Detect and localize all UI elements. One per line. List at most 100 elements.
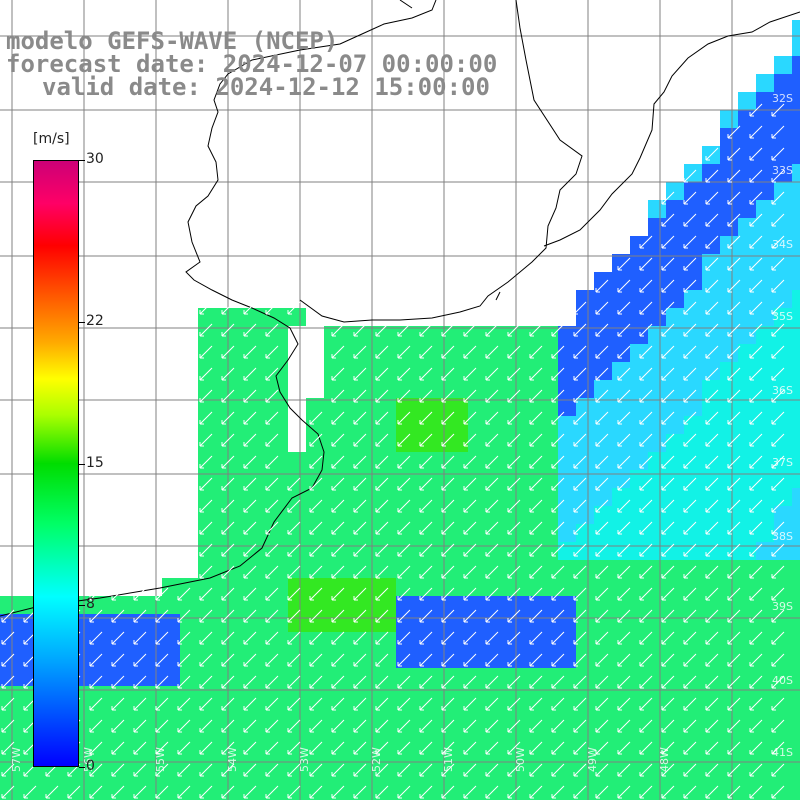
wind-arrow bbox=[89, 609, 103, 623]
wind-speed-cell bbox=[774, 182, 792, 200]
wind-arrow bbox=[771, 433, 785, 447]
wind-arrow bbox=[661, 301, 675, 315]
wind-speed-cell bbox=[360, 326, 378, 344]
wind-speed-cell bbox=[720, 704, 738, 722]
wind-speed-cell bbox=[504, 326, 522, 344]
wind-speed-cell bbox=[18, 650, 36, 668]
wind-speed-cell bbox=[558, 524, 576, 542]
wind-arrow bbox=[749, 103, 763, 117]
wind-arrow bbox=[573, 741, 587, 755]
wind-arrow bbox=[287, 565, 301, 579]
wind-speed-cell bbox=[792, 758, 800, 776]
wind-speed-cell bbox=[360, 704, 378, 722]
wind-arrow bbox=[727, 301, 741, 315]
wind-arrow bbox=[441, 697, 455, 711]
wind-speed-cell bbox=[342, 632, 360, 650]
wind-arrow bbox=[661, 433, 675, 447]
wind-arrow bbox=[485, 499, 499, 513]
wind-speed-cell bbox=[612, 668, 630, 686]
wind-speed-cell bbox=[630, 632, 648, 650]
wind-speed-cell bbox=[720, 362, 738, 380]
wind-speed-cell bbox=[234, 650, 252, 668]
wind-speed-cell bbox=[432, 506, 450, 524]
wind-speed-cell bbox=[702, 632, 720, 650]
wind-arrow bbox=[397, 411, 411, 425]
wind-speed-cell bbox=[486, 704, 504, 722]
colorbar-tick-mark bbox=[79, 463, 85, 465]
wind-arrow bbox=[639, 323, 653, 337]
wind-arrow bbox=[529, 323, 543, 337]
wind-arrow bbox=[133, 631, 147, 645]
wind-speed-cell bbox=[288, 452, 306, 470]
wind-speed-cell bbox=[198, 686, 216, 704]
wind-arrow bbox=[507, 741, 521, 755]
wind-speed-cell bbox=[162, 596, 180, 614]
wind-speed-cell bbox=[252, 416, 270, 434]
wind-speed-cell bbox=[432, 596, 450, 614]
wind-speed-cell bbox=[522, 560, 540, 578]
wind-speed-cell bbox=[702, 164, 720, 182]
colorbar-tick-mark bbox=[79, 767, 85, 768]
wind-speed-cell bbox=[522, 344, 540, 362]
wind-arrow bbox=[639, 235, 653, 249]
wind-speed-cell bbox=[0, 614, 18, 632]
wind-speed-cell bbox=[468, 398, 486, 416]
wind-speed-cell bbox=[612, 776, 630, 794]
wind-speed-cell bbox=[702, 560, 720, 578]
wind-arrow bbox=[287, 763, 301, 777]
wind-arrow bbox=[683, 323, 697, 337]
wind-speed-cell bbox=[666, 740, 684, 758]
wind-arrow bbox=[507, 433, 521, 447]
wind-arrow bbox=[639, 631, 653, 645]
wind-speed-cell bbox=[594, 434, 612, 452]
wind-speed-cell bbox=[666, 704, 684, 722]
wind-speed-cell bbox=[720, 182, 738, 200]
wind-speed-cell bbox=[252, 668, 270, 686]
wind-arrow bbox=[419, 411, 433, 425]
wind-arrow bbox=[595, 301, 609, 315]
wind-speed-cell bbox=[270, 668, 288, 686]
wind-speed-cell bbox=[504, 362, 522, 380]
wind-arrow bbox=[705, 367, 719, 381]
wind-arrow bbox=[177, 719, 191, 733]
wind-arrow bbox=[419, 763, 433, 777]
wind-arrow bbox=[485, 389, 499, 403]
wind-speed-cell bbox=[198, 776, 216, 794]
wind-arrow bbox=[749, 631, 763, 645]
wind-arrow bbox=[419, 631, 433, 645]
wind-arrow bbox=[727, 389, 741, 403]
wind-arrow bbox=[639, 719, 653, 733]
wind-speed-cell bbox=[594, 380, 612, 398]
wind-arrow bbox=[771, 741, 785, 755]
longitude-label: 57W bbox=[10, 747, 23, 772]
wind-arrow bbox=[265, 521, 279, 535]
wind-arrow bbox=[199, 367, 213, 381]
wind-speed-cell bbox=[414, 596, 432, 614]
wind-arrow bbox=[507, 697, 521, 711]
wind-speed-cell bbox=[324, 704, 342, 722]
wind-arrow bbox=[463, 631, 477, 645]
wind-speed-cell bbox=[558, 578, 576, 596]
wind-arrow bbox=[309, 521, 323, 535]
wind-speed-cell bbox=[180, 722, 198, 740]
wind-arrow bbox=[749, 587, 763, 601]
wind-arrow bbox=[419, 389, 433, 403]
longitude-label: 55W bbox=[154, 747, 167, 772]
wind-arrow bbox=[661, 697, 675, 711]
wind-arrow bbox=[243, 653, 257, 667]
wind-arrow bbox=[727, 191, 741, 205]
wind-arrow bbox=[749, 257, 763, 271]
wind-speed-cell bbox=[504, 650, 522, 668]
wind-arrow bbox=[771, 653, 785, 667]
wind-arrow bbox=[551, 521, 565, 535]
wind-speed-cell bbox=[414, 614, 432, 632]
wind-speed-cell bbox=[414, 704, 432, 722]
wind-speed-cell bbox=[648, 380, 666, 398]
wind-arrow bbox=[749, 763, 763, 777]
wind-speed-cell bbox=[738, 614, 756, 632]
wind-arrow bbox=[199, 455, 213, 469]
wind-speed-cell bbox=[180, 758, 198, 776]
wind-arrow bbox=[705, 389, 719, 403]
wind-arrow bbox=[155, 631, 169, 645]
wind-speed-cell bbox=[756, 344, 774, 362]
